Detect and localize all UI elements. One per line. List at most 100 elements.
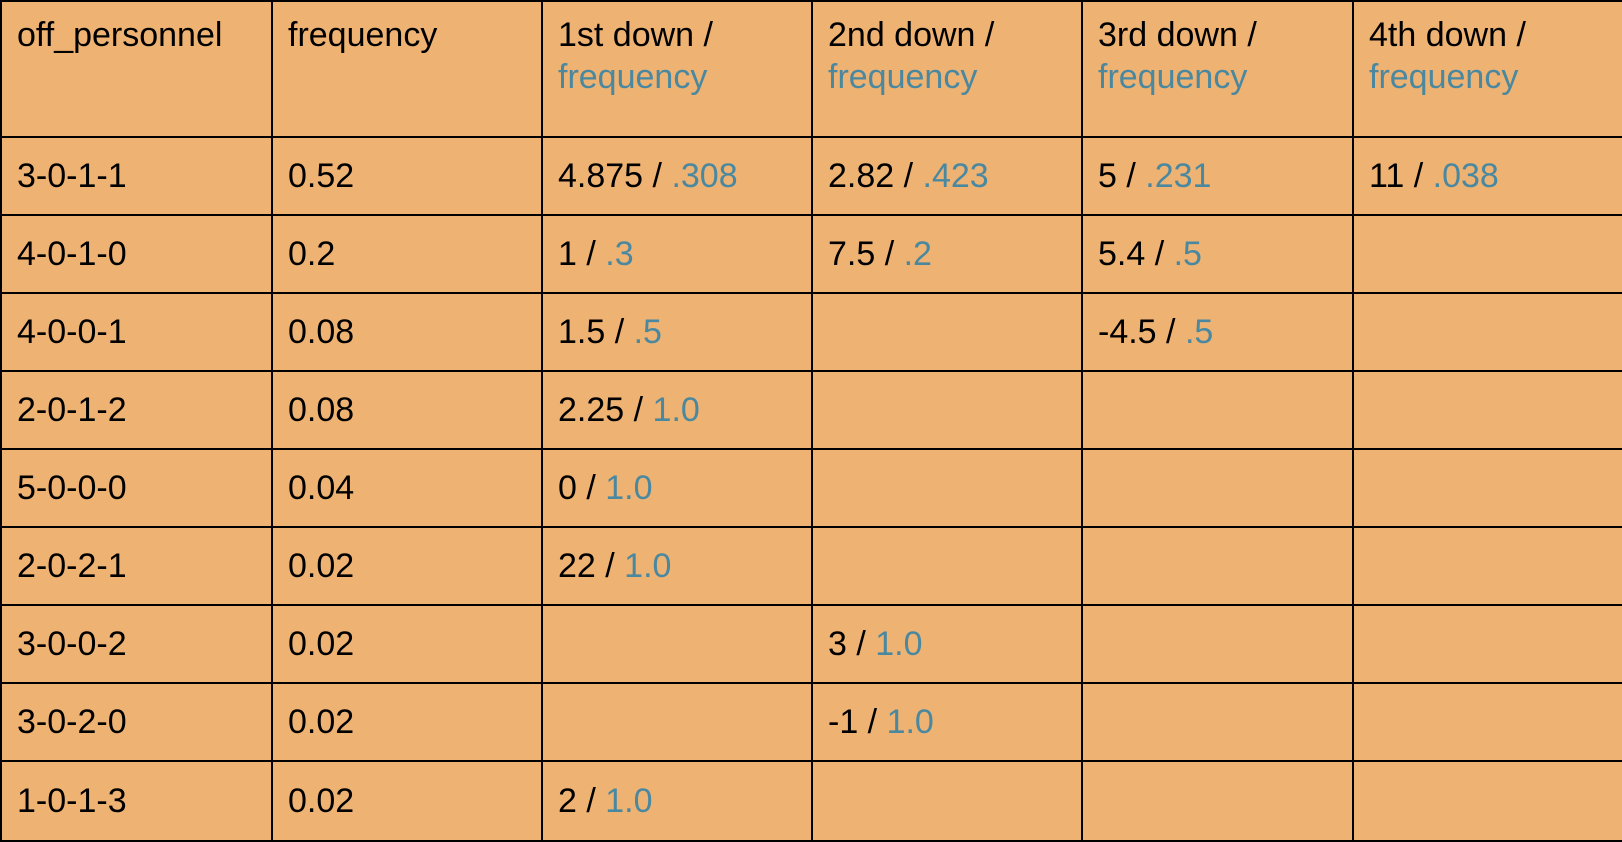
cell-2nd-down: 3 / 1.0 (811, 604, 1083, 684)
cell-separator: / (576, 468, 606, 507)
cell-value: 5.4 (1098, 234, 1146, 273)
table-row: 1-0-1-3 0.02 2 / 1.0 (0, 760, 1622, 842)
cell-value: 0.02 (288, 624, 355, 663)
cell-1st-down: 2 / 1.0 (541, 760, 813, 842)
column-header-sub-label: frequency (828, 58, 978, 96)
column-header-3rd-down: 3rd down / frequency (1081, 0, 1354, 138)
column-header-label: 2nd down / (828, 16, 995, 54)
cell-1st-down: 2.25 / 1.0 (541, 370, 813, 450)
cell-frequency: 0.08 (271, 292, 543, 372)
cell-3rd-down (1081, 682, 1354, 762)
cell-value: 4-0-0-1 (17, 312, 127, 351)
table-row: 2-0-2-1 0.02 22 / 1.0 (0, 526, 1622, 606)
cell-frequency: 0.08 (271, 370, 543, 450)
cell-separator: / (1145, 234, 1174, 273)
cell-separator: / (875, 234, 904, 273)
cell-off-personnel: 5-0-0-0 (0, 448, 273, 528)
cell-frequency-value: .2 (903, 234, 932, 273)
cell-separator: / (1156, 312, 1185, 351)
cell-frequency: 0.02 (271, 604, 543, 684)
cell-2nd-down: 2.82 / .423 (811, 136, 1083, 216)
table-row: 3-0-1-1 0.52 4.875 / .308 2.82 / .423 5 / .2… (0, 136, 1622, 216)
cell-separator: / (595, 546, 625, 585)
cell-off-personnel: 3-0-2-0 (0, 682, 273, 762)
cell-separator: / (858, 702, 887, 741)
column-header-off-personnel: off_personnel (0, 0, 273, 138)
cell-separator: / (846, 624, 876, 663)
cell-frequency: 0.2 (271, 214, 543, 294)
cell-frequency-value: .308 (671, 156, 738, 195)
cell-value: 22 (558, 546, 596, 585)
table-row: 4-0-0-1 0.08 1.5 / .5 -4.5 / .5 (0, 292, 1622, 372)
column-header-label: 1st down / (558, 16, 713, 54)
cell-value: 0.02 (288, 781, 355, 820)
cell-4th-down (1352, 604, 1622, 684)
cell-value: 11 (1369, 156, 1405, 195)
table-row: 3-0-2-0 0.02 -1 / 1.0 (0, 682, 1622, 762)
column-header-4th-down: 4th down / frequency (1352, 0, 1622, 138)
cell-value: 0.08 (288, 312, 355, 351)
table-body: 3-0-1-1 0.52 4.875 / .308 2.82 / .423 5 / .2… (0, 136, 1622, 842)
cell-3rd-down (1081, 760, 1354, 842)
cell-separator: / (624, 390, 653, 429)
column-header-label: 4th down / (1369, 16, 1526, 54)
cell-frequency-value: .5 (633, 312, 662, 351)
cell-value: 4-0-1-0 (17, 234, 127, 273)
column-header-sub-label: frequency (1098, 58, 1248, 96)
cell-frequency: 0.52 (271, 136, 543, 216)
cell-frequency-value: .423 (922, 156, 989, 195)
column-header-label: frequency (288, 16, 438, 54)
cell-2nd-down (811, 292, 1083, 372)
cell-value: 1 (558, 234, 577, 273)
table-row: 5-0-0-0 0.04 0 / 1.0 (0, 448, 1622, 528)
cell-frequency: 0.02 (271, 682, 543, 762)
cell-value: 0 (558, 468, 577, 507)
cell-separator: / (1116, 156, 1146, 195)
column-header-1st-down: 1st down / frequency (541, 0, 813, 138)
cell-frequency-value: 1.0 (886, 702, 934, 741)
cell-2nd-down (811, 448, 1083, 528)
cell-4th-down (1352, 292, 1622, 372)
cell-3rd-down: 5 / .231 (1081, 136, 1354, 216)
cell-value: 7.5 (828, 234, 876, 273)
cell-value: 2.25 (558, 390, 625, 429)
cell-off-personnel: 2-0-2-1 (0, 526, 273, 606)
column-header-frequency: frequency (271, 0, 543, 138)
cell-3rd-down (1081, 370, 1354, 450)
cell-1st-down: 1.5 / .5 (541, 292, 813, 372)
cell-frequency-value: .5 (1184, 312, 1214, 351)
table-row: 3-0-0-2 0.02 3 / 1.0 (0, 604, 1622, 684)
cell-frequency-value: 1.0 (624, 546, 672, 585)
cell-value: 2.82 (828, 156, 895, 195)
cell-frequency-value: .231 (1145, 156, 1212, 195)
cell-separator: / (576, 234, 606, 273)
cell-off-personnel: 4-0-1-0 (0, 214, 273, 294)
table-row: 4-0-1-0 0.2 1 / .3 7.5 / .2 5.4 / .5 (0, 214, 1622, 294)
cell-frequency: 0.04 (271, 448, 543, 528)
cell-value: 0.04 (288, 468, 355, 507)
cell-value: 3-0-0-2 (17, 624, 127, 663)
cell-separator: / (894, 156, 923, 195)
cell-off-personnel: 3-0-1-1 (0, 136, 273, 216)
column-header-label: off_personnel (17, 16, 223, 54)
cell-value: 5-0-0-0 (17, 468, 127, 507)
cell-2nd-down (811, 526, 1083, 606)
cell-value: 0.02 (288, 702, 355, 741)
cell-value: 3-0-1-1 (17, 156, 127, 195)
cell-off-personnel: 4-0-0-1 (0, 292, 273, 372)
column-header-sub-label: frequency (1369, 58, 1519, 96)
cell-value: 0.08 (288, 390, 355, 429)
table-header: off_personnel frequency 1st down / freque… (0, 0, 1622, 138)
cell-value: 0.52 (288, 156, 355, 195)
cell-value: 2-0-1-2 (17, 390, 127, 429)
cell-frequency-value: .5 (1173, 234, 1202, 273)
cell-value: 3 (828, 624, 847, 663)
cell-4th-down (1352, 526, 1622, 606)
cell-separator: / (576, 781, 606, 820)
cell-1st-down (541, 682, 813, 762)
cell-3rd-down: -4.5 / .5 (1081, 292, 1354, 372)
cell-value: 0.2 (288, 234, 336, 273)
cell-off-personnel: 3-0-0-2 (0, 604, 273, 684)
column-header-2nd-down: 2nd down / frequency (811, 0, 1083, 138)
cell-4th-down (1352, 214, 1622, 294)
